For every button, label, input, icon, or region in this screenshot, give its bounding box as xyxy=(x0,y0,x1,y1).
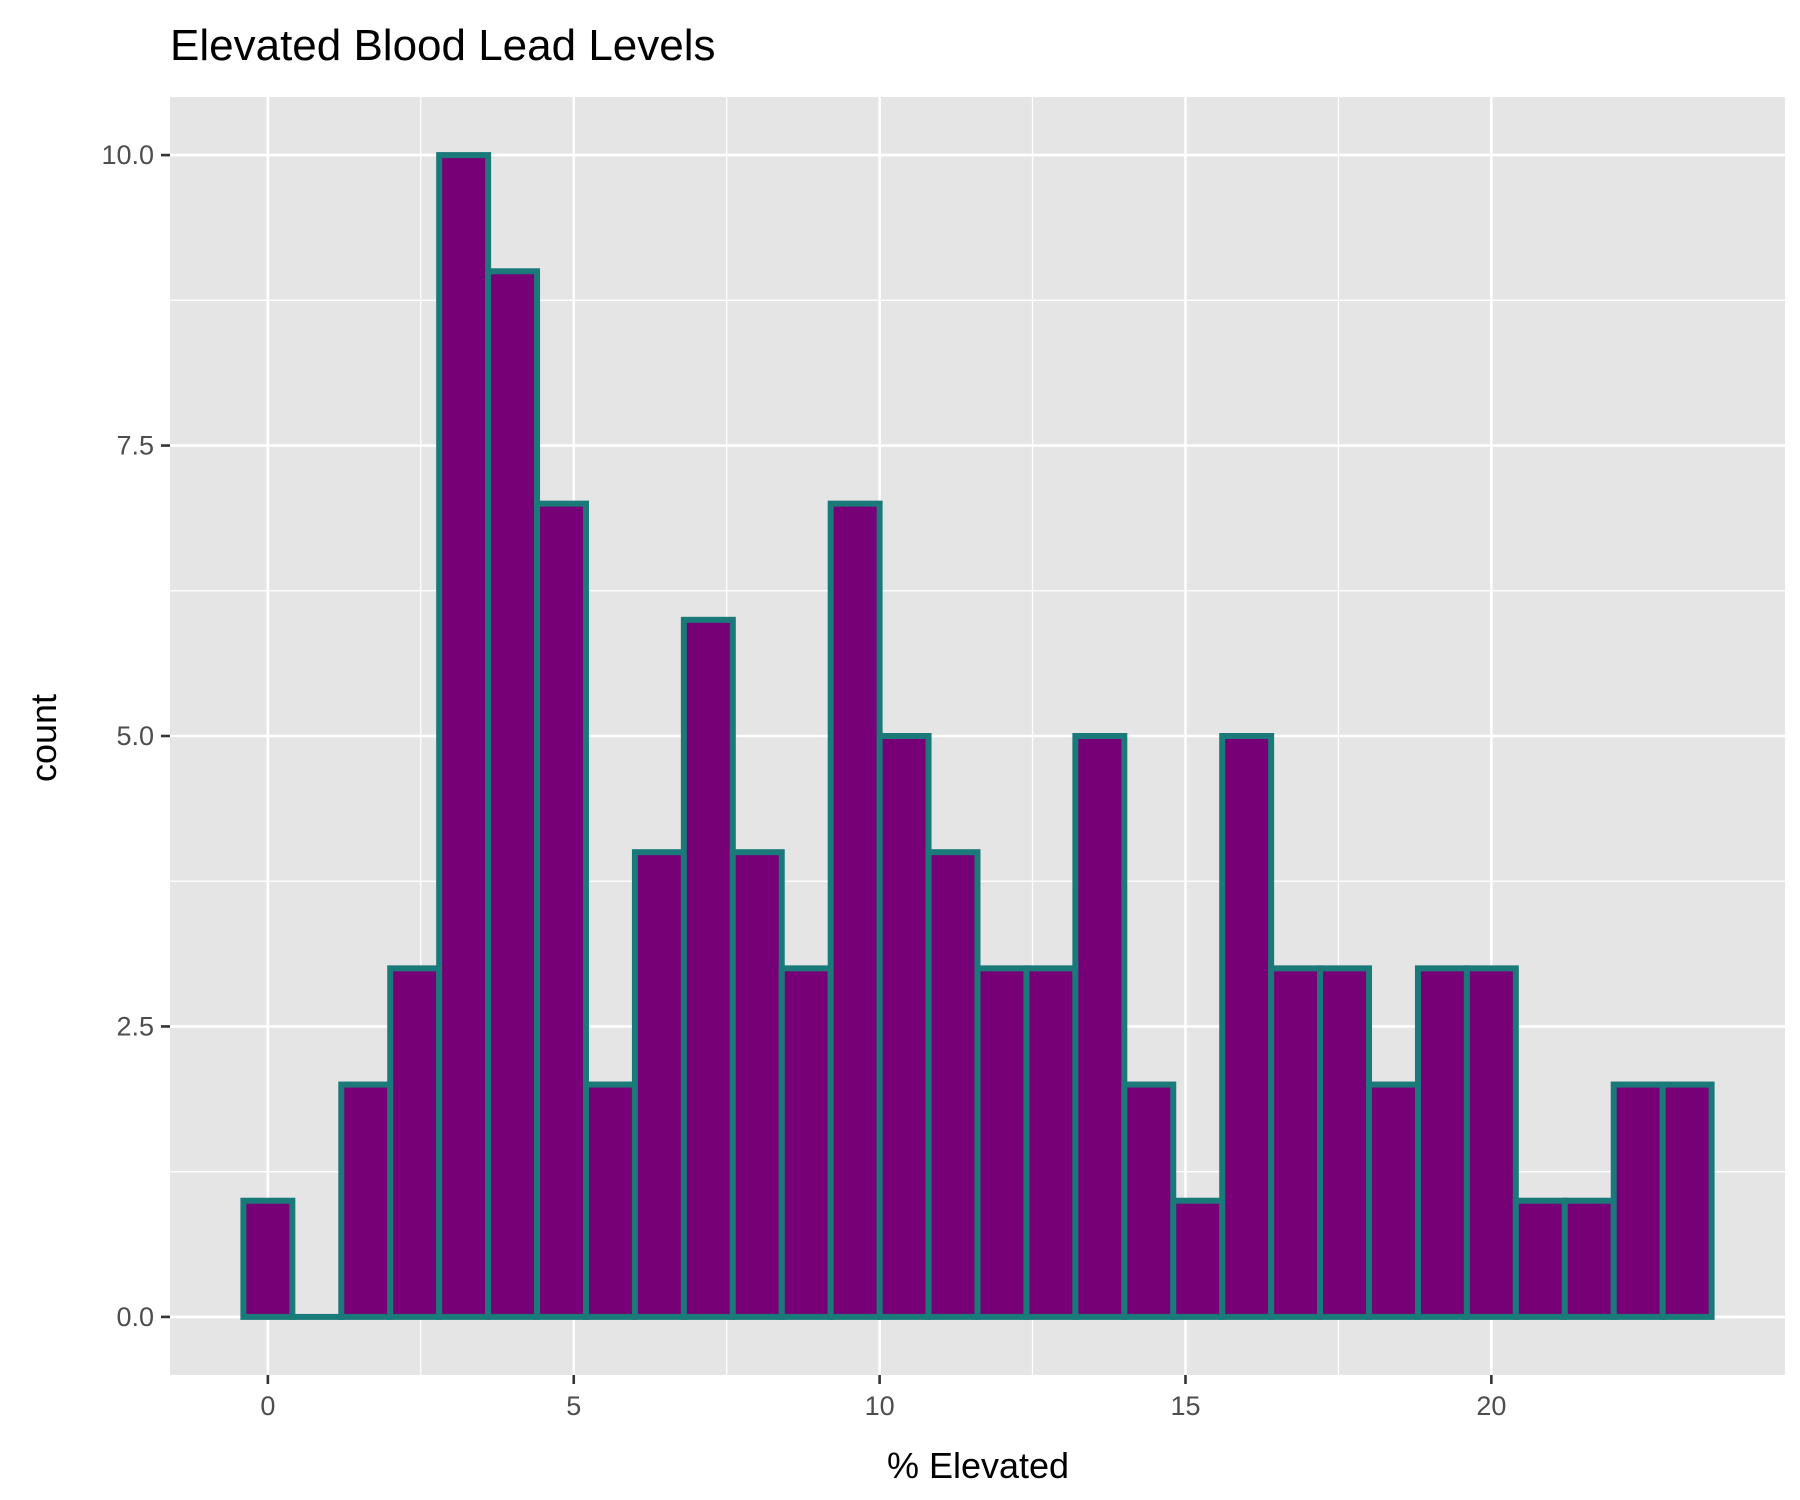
histogram-bar xyxy=(1463,965,1519,1320)
histogram-bar xyxy=(1366,1081,1421,1320)
histogram-bar xyxy=(436,152,492,1320)
y-axis-title: count xyxy=(23,694,64,782)
histogram-bar xyxy=(1023,965,1079,1320)
x-tick-label: 0 xyxy=(260,1391,275,1421)
x-tick-label: 10 xyxy=(865,1391,895,1421)
y-tick-label: 7.5 xyxy=(116,431,154,461)
histogram-bar xyxy=(1414,965,1470,1320)
histogram-bar xyxy=(1561,1197,1617,1320)
histogram-bar xyxy=(974,965,1030,1320)
histogram-bar xyxy=(387,965,443,1320)
histogram-bar xyxy=(1512,1197,1568,1320)
histogram-bar xyxy=(1317,965,1373,1320)
histogram-bar xyxy=(1219,733,1275,1320)
histogram-bar xyxy=(1610,1081,1666,1320)
x-tick-label: 5 xyxy=(566,1391,581,1421)
histogram-bar xyxy=(680,616,736,1320)
histogram-bar xyxy=(485,268,541,1320)
histogram-bar xyxy=(338,1081,394,1320)
histogram-bar xyxy=(1659,1081,1715,1320)
y-tick-label: 10.0 xyxy=(101,140,154,170)
histogram-bar xyxy=(582,1081,638,1320)
y-tick-label: 0.0 xyxy=(116,1302,154,1332)
x-tick-label: 20 xyxy=(1476,1391,1506,1421)
histogram-bar xyxy=(729,849,785,1320)
histogram-bar xyxy=(534,500,589,1320)
histogram-bar xyxy=(240,1197,296,1320)
y-tick-label: 2.5 xyxy=(116,1011,154,1041)
histogram-bar xyxy=(1170,1197,1226,1320)
y-axis: 0.0 2.5 5.0 7.5 10.0 xyxy=(101,140,170,1332)
histogram-bar xyxy=(1072,733,1128,1320)
chart-title: Elevated Blood Lead Levels xyxy=(170,21,716,70)
histogram-bar xyxy=(1268,965,1324,1320)
histogram-bar xyxy=(876,733,932,1320)
histogram-bar xyxy=(827,500,883,1320)
x-axis-title: % Elevated xyxy=(887,1445,1069,1486)
histogram-bar xyxy=(778,965,834,1320)
x-axis: 0 5 10 15 20 xyxy=(260,1375,1506,1421)
x-tick-label: 15 xyxy=(1170,1391,1200,1421)
y-tick-label: 5.0 xyxy=(116,721,154,751)
histogram-bars xyxy=(240,152,1715,1320)
histogram-bar xyxy=(925,849,981,1320)
histogram-bar xyxy=(1121,1081,1177,1320)
histogram-bar xyxy=(631,849,687,1320)
